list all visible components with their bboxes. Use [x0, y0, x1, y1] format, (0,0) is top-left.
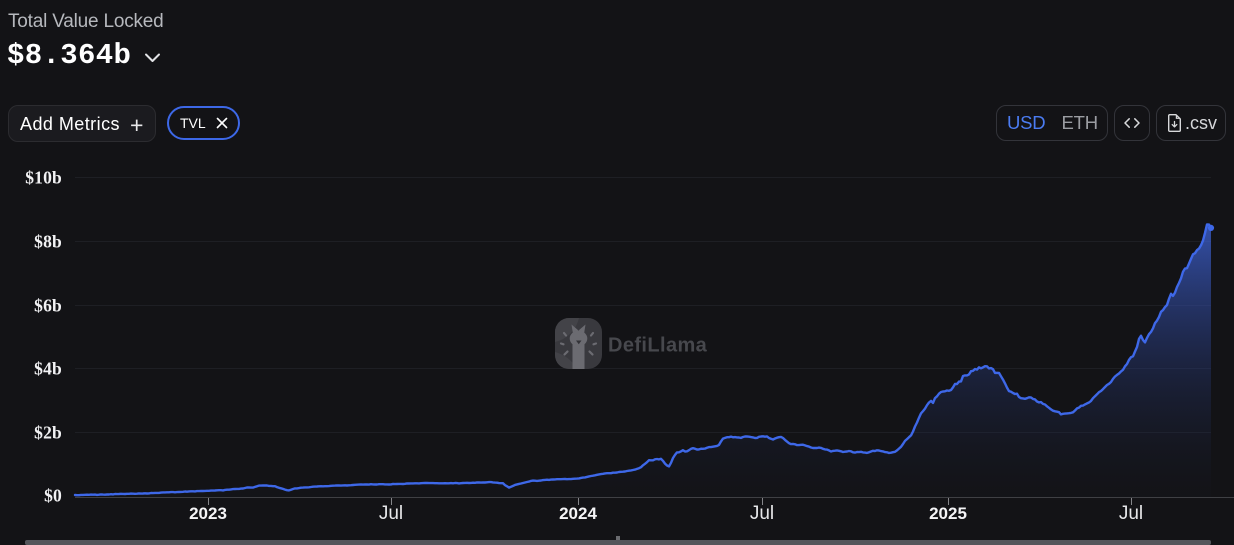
svg-text:$10b: $10b [25, 168, 62, 188]
svg-text:$2b: $2b [34, 423, 62, 443]
svg-text:$4b: $4b [34, 359, 62, 379]
svg-text:$8b: $8b [34, 232, 62, 252]
svg-text:Jul: Jul [1119, 503, 1143, 524]
svg-text:$6b: $6b [34, 296, 62, 316]
svg-text:2024: 2024 [559, 504, 597, 523]
svg-text:2025: 2025 [929, 504, 967, 523]
svg-text:$0: $0 [44, 486, 62, 506]
svg-text:DefiLlama: DefiLlama [608, 335, 708, 357]
svg-text:2023: 2023 [189, 504, 227, 523]
svg-text:Jul: Jul [750, 503, 774, 524]
svg-text:Jul: Jul [379, 503, 403, 524]
